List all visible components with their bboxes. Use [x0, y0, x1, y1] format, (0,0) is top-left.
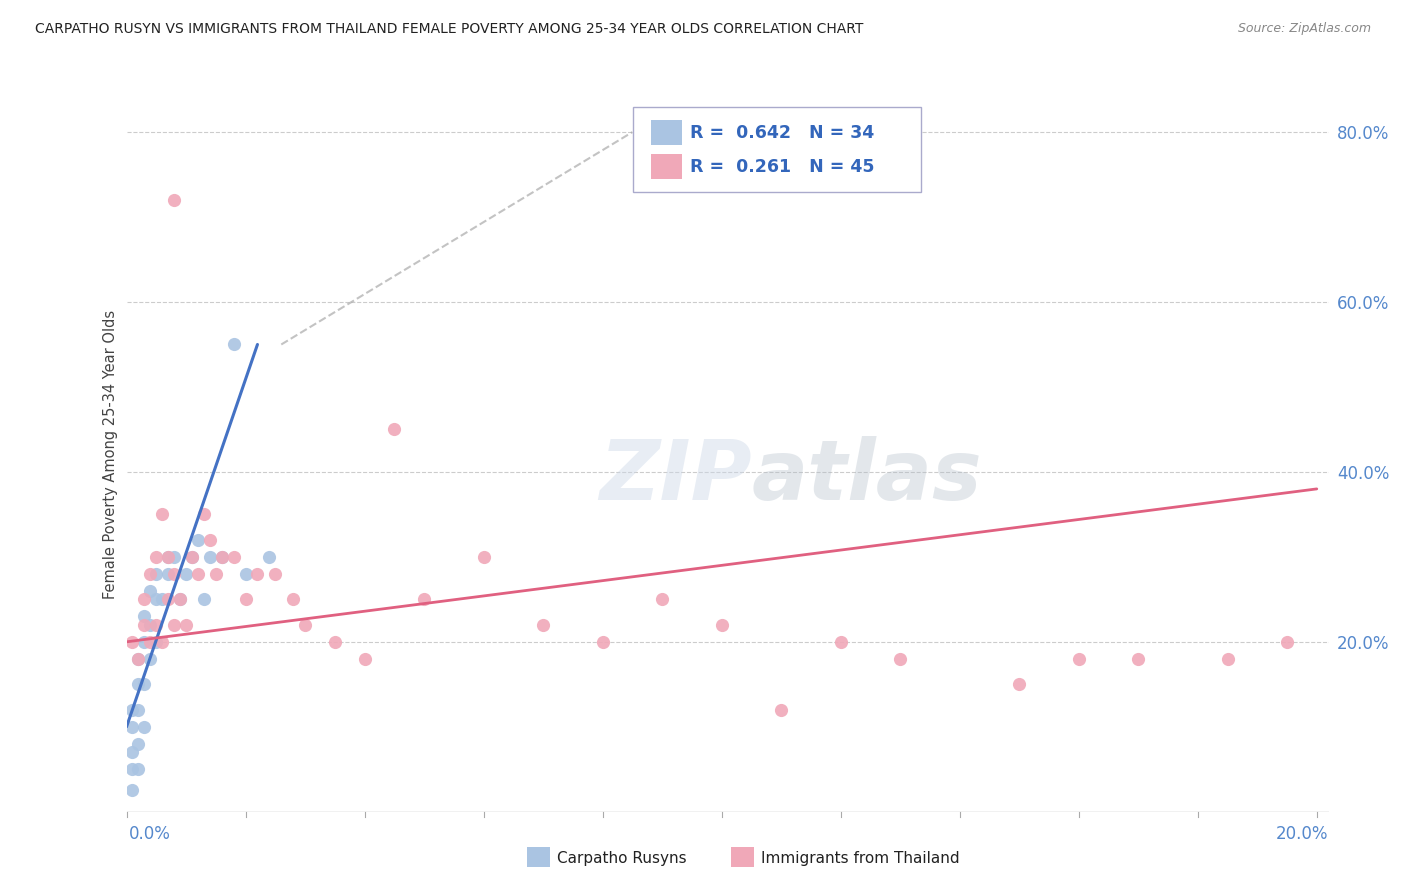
- Point: [413, 592, 436, 607]
- Point: [127, 703, 149, 717]
- Point: [1275, 635, 1298, 649]
- Point: [174, 617, 197, 632]
- Point: [353, 652, 375, 666]
- Point: [150, 508, 173, 522]
- Text: atlas: atlas: [752, 436, 983, 516]
- Point: [222, 549, 245, 564]
- Point: [139, 617, 162, 632]
- Point: [127, 677, 149, 691]
- Text: R =  0.642   N = 34: R = 0.642 N = 34: [690, 124, 875, 142]
- Point: [169, 592, 191, 607]
- Point: [121, 635, 143, 649]
- Point: [139, 635, 162, 649]
- Point: [157, 566, 180, 581]
- Y-axis label: Female Poverty Among 25-34 Year Olds: Female Poverty Among 25-34 Year Olds: [103, 310, 118, 599]
- Point: [169, 592, 191, 607]
- Point: [770, 703, 793, 717]
- Point: [127, 762, 149, 776]
- Point: [651, 592, 673, 607]
- Point: [222, 337, 245, 351]
- Point: [382, 422, 405, 436]
- Point: [181, 549, 204, 564]
- Point: [163, 617, 186, 632]
- Point: [198, 533, 221, 547]
- Text: 0.0%: 0.0%: [129, 825, 172, 843]
- Text: Carpatho Rusyns: Carpatho Rusyns: [557, 851, 686, 865]
- Point: [830, 635, 852, 649]
- Point: [259, 549, 281, 564]
- Point: [181, 549, 204, 564]
- Point: [211, 549, 233, 564]
- Point: [121, 783, 143, 797]
- Point: [157, 549, 180, 564]
- Point: [157, 592, 180, 607]
- Point: [134, 720, 156, 734]
- Point: [211, 549, 233, 564]
- Point: [198, 549, 221, 564]
- Point: [163, 549, 186, 564]
- Point: [193, 508, 215, 522]
- Point: [134, 677, 156, 691]
- Point: [187, 566, 209, 581]
- Point: [264, 566, 287, 581]
- Point: [134, 617, 156, 632]
- Point: [121, 762, 143, 776]
- Point: [145, 549, 167, 564]
- Point: [150, 635, 173, 649]
- Point: [121, 720, 143, 734]
- Point: [1216, 652, 1239, 666]
- Point: [283, 592, 305, 607]
- Point: [1008, 677, 1031, 691]
- Point: [204, 566, 226, 581]
- Point: [139, 566, 162, 581]
- Text: Immigrants from Thailand: Immigrants from Thailand: [761, 851, 959, 865]
- Point: [187, 533, 209, 547]
- Point: [127, 652, 149, 666]
- Point: [174, 566, 197, 581]
- Point: [127, 737, 149, 751]
- Point: [139, 652, 162, 666]
- Point: [163, 566, 186, 581]
- Point: [134, 609, 156, 624]
- Text: R =  0.261   N = 45: R = 0.261 N = 45: [690, 158, 875, 176]
- Point: [139, 583, 162, 598]
- Point: [323, 635, 346, 649]
- Point: [193, 592, 215, 607]
- Point: [889, 652, 911, 666]
- Point: [235, 566, 257, 581]
- Point: [127, 652, 149, 666]
- Point: [121, 745, 143, 759]
- Text: CARPATHO RUSYN VS IMMIGRANTS FROM THAILAND FEMALE POVERTY AMONG 25-34 YEAR OLDS : CARPATHO RUSYN VS IMMIGRANTS FROM THAILA…: [35, 22, 863, 37]
- Point: [145, 566, 167, 581]
- Point: [1067, 652, 1090, 666]
- Point: [145, 592, 167, 607]
- Point: [531, 617, 554, 632]
- Point: [710, 617, 733, 632]
- Point: [134, 592, 156, 607]
- Point: [235, 592, 257, 607]
- Point: [157, 549, 180, 564]
- Point: [134, 635, 156, 649]
- Point: [592, 635, 614, 649]
- Point: [121, 703, 143, 717]
- Point: [150, 592, 173, 607]
- Point: [1128, 652, 1150, 666]
- Text: ZIP: ZIP: [599, 436, 752, 516]
- Point: [294, 617, 316, 632]
- Point: [145, 617, 167, 632]
- Text: 20.0%: 20.0%: [1277, 825, 1329, 843]
- Point: [472, 549, 495, 564]
- Point: [163, 193, 186, 207]
- Text: Source: ZipAtlas.com: Source: ZipAtlas.com: [1237, 22, 1371, 36]
- Point: [246, 566, 269, 581]
- Point: [145, 635, 167, 649]
